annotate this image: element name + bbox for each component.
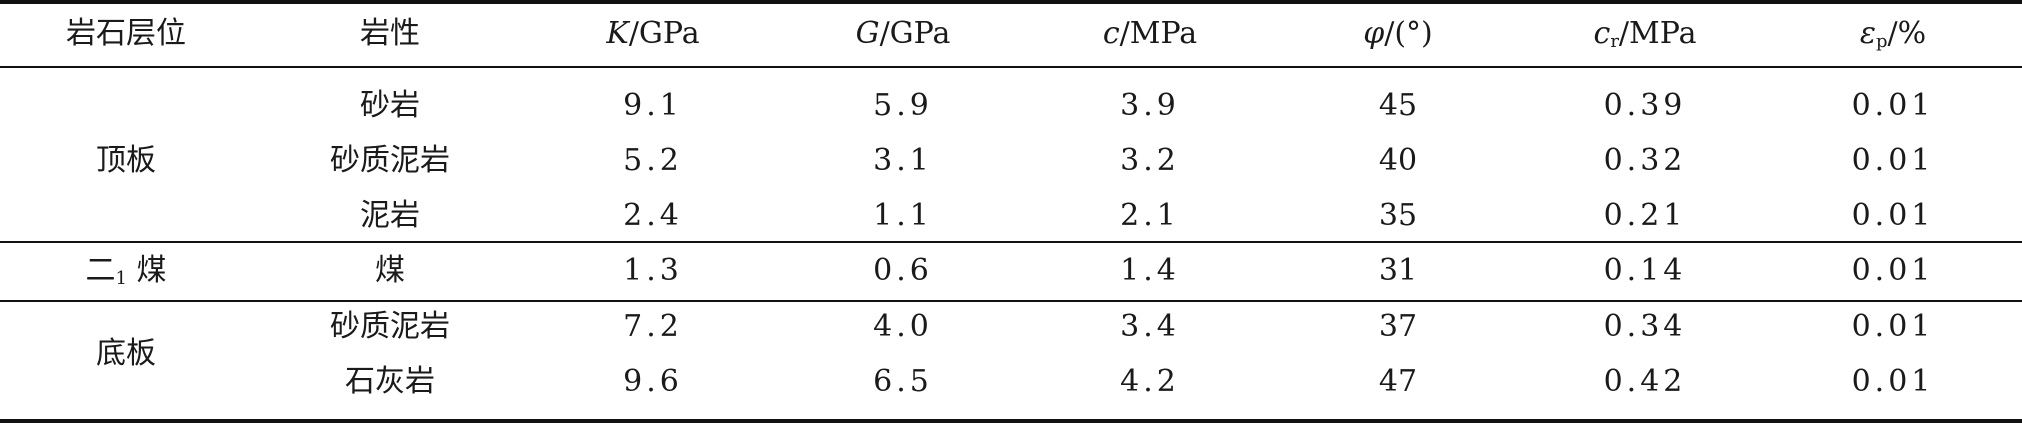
cell-c: 1.4: [1120, 253, 1180, 288]
cell-phi: 35: [1378, 198, 1418, 233]
cell-lithology: 泥岩: [360, 198, 420, 233]
cell-c: 3.2: [1120, 143, 1180, 178]
cell-cr: 0.34: [1603, 309, 1687, 344]
group-label-coal: 二1 煤: [85, 253, 167, 289]
cell-k: 5.2: [623, 143, 683, 178]
cell-phi: 45: [1378, 88, 1418, 123]
cell-lithology: 煤: [375, 253, 405, 288]
cell-k: 7.2: [623, 309, 683, 344]
cell-phi: 31: [1378, 253, 1418, 288]
group-label-roof: 顶板: [96, 143, 156, 178]
cell-phi: 37: [1378, 309, 1418, 344]
top-rule: [0, 0, 2022, 4]
cell-ep: 0.01: [1851, 143, 1935, 178]
cell-c: 3.4: [1120, 309, 1180, 344]
header-layer: 岩石层位: [66, 16, 186, 51]
cell-k: 2.4: [623, 198, 683, 233]
cell-ep: 0.01: [1851, 198, 1935, 233]
cell-k: 9.1: [623, 88, 683, 123]
cell-lithology: 砂质泥岩: [330, 143, 450, 178]
cell-phi: 40: [1378, 143, 1418, 178]
cell-g: 0.6: [873, 253, 933, 288]
header-lithology: 岩性: [360, 16, 420, 51]
cell-g: 3.1: [873, 143, 933, 178]
cell-k: 1.3: [623, 253, 683, 288]
cell-cr: 0.21: [1603, 198, 1687, 233]
header-g: G/GPa: [855, 16, 951, 51]
cell-g: 6.5: [873, 364, 933, 399]
header-k: K/GPa: [606, 16, 700, 51]
cell-cr: 0.32: [1603, 143, 1687, 178]
cell-lithology: 石灰岩: [345, 364, 435, 399]
group-divider-2: [0, 300, 2022, 302]
cell-g: 4.0: [873, 309, 933, 344]
cell-phi: 47: [1378, 364, 1418, 399]
header-phi: φ/(°): [1363, 16, 1433, 51]
cell-k: 9.6: [623, 364, 683, 399]
group-label-floor: 底板: [96, 336, 156, 371]
cell-g: 1.1: [873, 198, 933, 233]
header-cr: cr/MPa: [1593, 16, 1697, 52]
header-c: c/MPa: [1102, 16, 1198, 51]
cell-ep: 0.01: [1851, 364, 1935, 399]
cell-ep: 0.01: [1851, 253, 1935, 288]
cell-lithology: 砂质泥岩: [330, 309, 450, 344]
header-ep: εp/%: [1859, 16, 1927, 52]
cell-ep: 0.01: [1851, 88, 1935, 123]
cell-c: 3.9: [1120, 88, 1180, 123]
group-divider-1: [0, 241, 2022, 243]
cell-c: 4.2: [1120, 364, 1180, 399]
cell-cr: 0.39: [1603, 88, 1687, 123]
cell-lithology: 砂岩: [360, 88, 420, 123]
cell-ep: 0.01: [1851, 309, 1935, 344]
cell-cr: 0.42: [1603, 364, 1687, 399]
cell-c: 2.1: [1120, 198, 1180, 233]
header-rule: [0, 66, 2022, 68]
bottom-rule: [0, 419, 2022, 423]
cell-cr: 0.14: [1603, 253, 1687, 288]
cell-g: 5.9: [873, 88, 933, 123]
